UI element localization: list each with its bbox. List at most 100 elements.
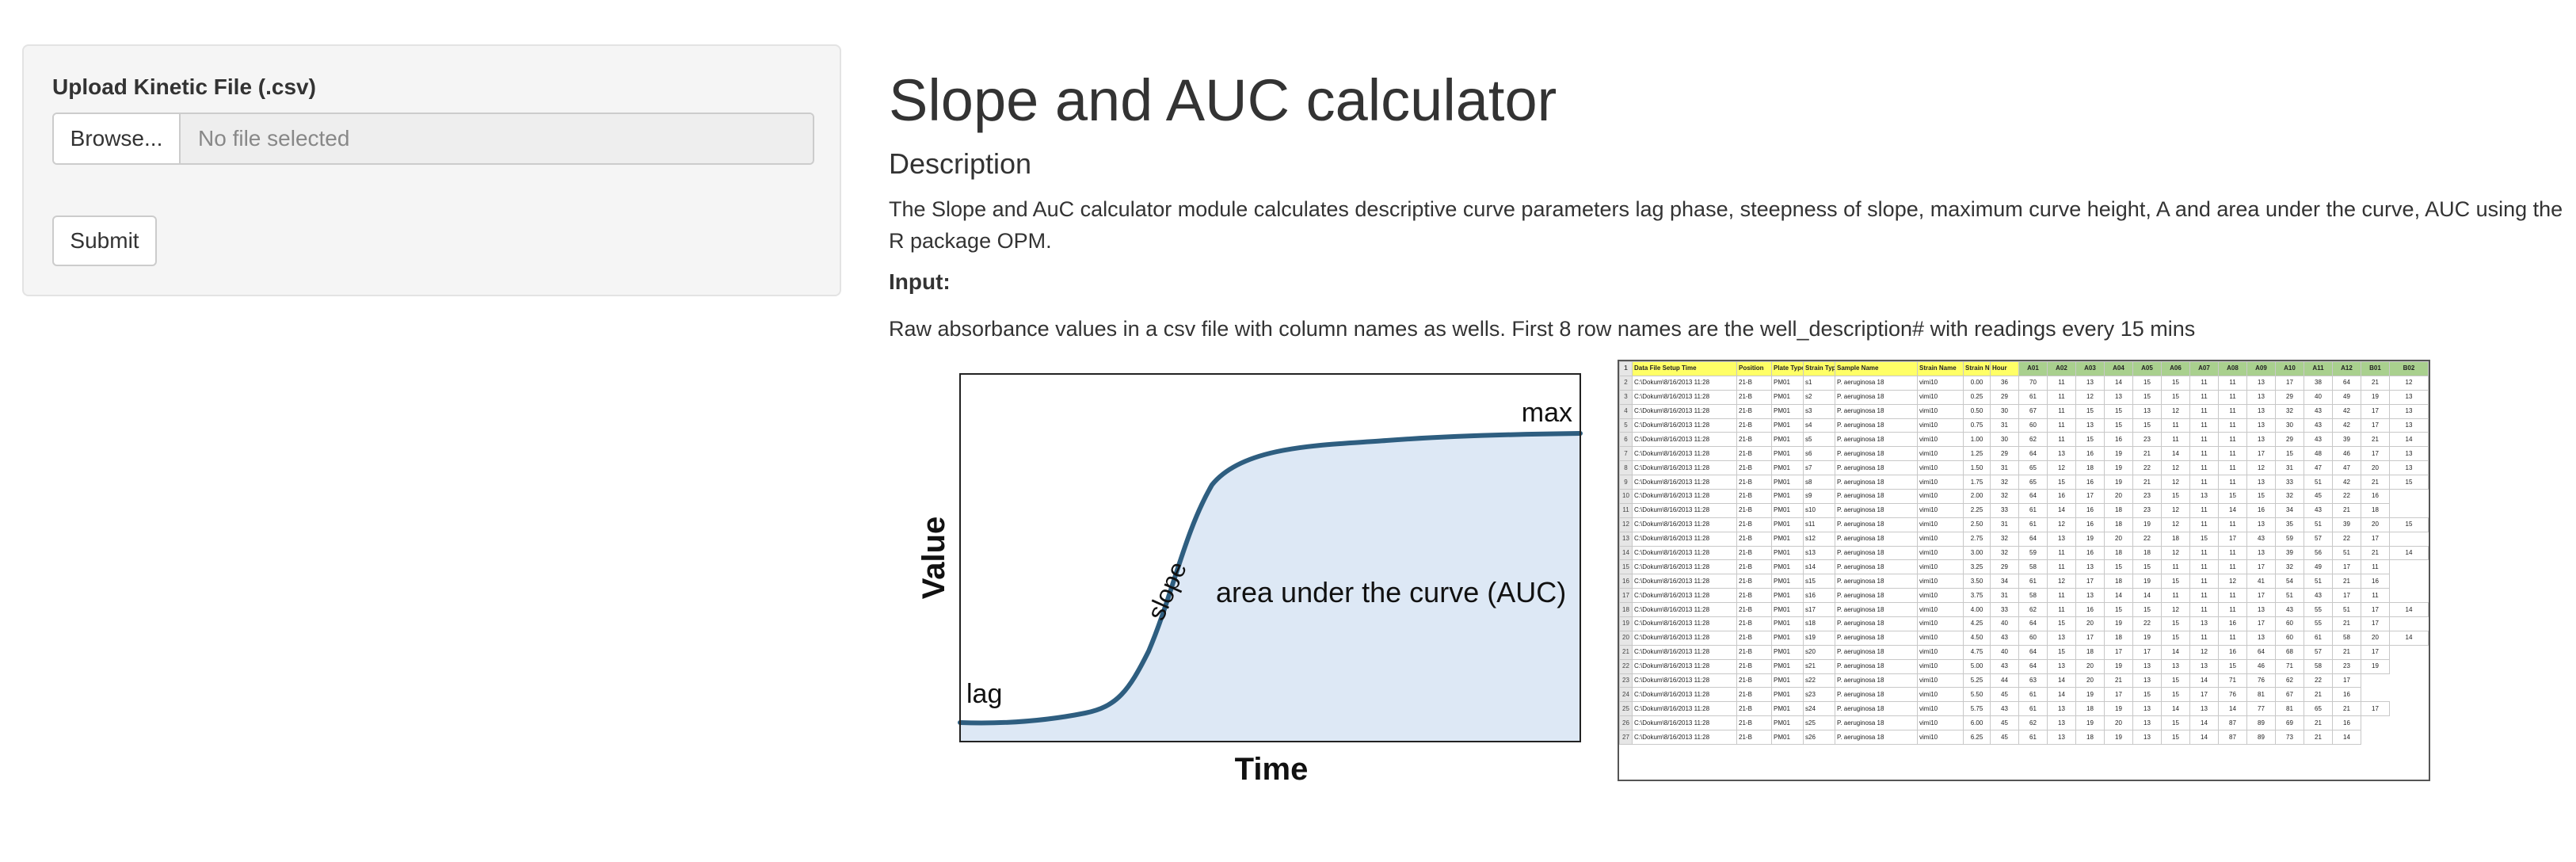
table-row: 7 C:\Dokum\8/16/2013 11:28 21-B PM01 s6 P. ae… xyxy=(1619,446,2429,462)
table-cell: 11 xyxy=(2047,403,2076,419)
table-cell: 48 xyxy=(2304,446,2333,462)
table-cell: 13 xyxy=(2047,630,2076,646)
table-cell: 16 xyxy=(2047,489,2076,504)
table-cell: 14 xyxy=(2189,730,2219,746)
table-cell: 59 xyxy=(2018,545,2048,561)
table-cell: 14 xyxy=(2161,446,2190,462)
file-upload-control[interactable]: Browse... xyxy=(52,113,814,165)
table-cell: 21 xyxy=(2332,616,2361,631)
table-cell: 15 xyxy=(2161,616,2190,631)
table-cell: P. aeruginosa 18 xyxy=(1835,403,1918,419)
table-cell: 13 xyxy=(2389,403,2429,419)
table-cell: 12 xyxy=(2161,475,2190,490)
table-cell: 15 xyxy=(2132,602,2162,618)
header-cell: A08 xyxy=(2218,361,2247,376)
table-row: 26 C:\Dokum\8/16/2013 11:28 21-B PM01 s25 P. … xyxy=(1619,715,2429,731)
header-cell: B02 xyxy=(2389,361,2429,376)
header-cell: A09 xyxy=(2246,361,2276,376)
table-cell: 2.75 xyxy=(1963,531,1991,547)
table-cell: 12 xyxy=(2047,574,2076,589)
page-title: Slope and AUC calculator xyxy=(889,67,1557,133)
table-cell: C:\Dokum\8/16/2013 11:28 xyxy=(1632,559,1737,575)
header-cell: A03 xyxy=(2075,361,2105,376)
header-cell: A11 xyxy=(2304,361,2333,376)
table-cell: s12 xyxy=(1803,531,1835,547)
table-cell: C:\Dokum\8/16/2013 11:28 xyxy=(1632,502,1737,518)
table-cell: 13 xyxy=(2047,715,2076,731)
table-cell: 4.00 xyxy=(1963,602,1991,618)
table-cell: 20 xyxy=(2075,658,2105,674)
table-cell: P. aeruginosa 18 xyxy=(1835,418,1918,433)
table-cell: C:\Dokum\8/16/2013 11:28 xyxy=(1632,715,1737,731)
table-cell: 32 xyxy=(2275,489,2304,504)
header-cell: Position xyxy=(1736,361,1772,376)
table-cell: 13 xyxy=(2104,389,2133,405)
table-cell: 15 xyxy=(2161,574,2190,589)
table-cell: C:\Dokum\8/16/2013 11:28 xyxy=(1632,375,1737,391)
table-cell: 16 xyxy=(2075,517,2105,532)
table-cell: 41 xyxy=(2246,574,2276,589)
table-cell: 67 xyxy=(2018,403,2048,419)
description-heading: Description xyxy=(889,147,1032,180)
table-cell: 31 xyxy=(2275,460,2304,476)
table-cell: 12 xyxy=(2218,574,2247,589)
table-cell: 19 xyxy=(2361,658,2390,674)
browse-button[interactable]: Browse... xyxy=(54,114,181,163)
table-cell: 54 xyxy=(2275,574,2304,589)
table-cell: 21-B xyxy=(1736,460,1772,476)
table-cell: s26 xyxy=(1803,730,1835,746)
table-cell: 12 xyxy=(2047,460,2076,476)
table-cell: 20 xyxy=(2104,715,2133,731)
table-cell: vimi10 xyxy=(1917,574,1964,589)
table-cell: 16 xyxy=(2246,502,2276,518)
table-cell: 61 xyxy=(2018,687,2048,703)
table-cell: 19 xyxy=(2104,460,2133,476)
table-cell: 6.00 xyxy=(1963,715,1991,731)
table-cell: 22 xyxy=(2132,531,2162,547)
table-cell: 15 xyxy=(2104,559,2133,575)
table-cell: 17 xyxy=(2189,687,2219,703)
table-cell: 21-B xyxy=(1736,616,1772,631)
table-cell: 11 xyxy=(2047,418,2076,433)
table-cell: 15 xyxy=(2389,517,2429,532)
table-cell: 39 xyxy=(2275,545,2304,561)
table-cell: 11 xyxy=(2218,403,2247,419)
table-cell: s25 xyxy=(1803,715,1835,731)
table-cell: 17 xyxy=(2246,559,2276,575)
table-cell: 30 xyxy=(1990,432,2019,448)
table-cell: PM01 xyxy=(1771,630,1804,646)
header-cell: A04 xyxy=(2104,361,2133,376)
table-cell: 13 xyxy=(2132,701,2162,717)
table-cell: 16 xyxy=(2218,644,2247,660)
table-cell: 13 xyxy=(2132,403,2162,419)
table-cell: 18 xyxy=(2104,574,2133,589)
table-cell: P. aeruginosa 18 xyxy=(1835,432,1918,448)
table-cell: 42 xyxy=(2332,475,2361,490)
table-cell: 21 xyxy=(2104,673,2133,688)
table-cell: C:\Dokum\8/16/2013 11:28 xyxy=(1632,545,1737,561)
table-cell: 15 xyxy=(2275,446,2304,462)
table-row: 24 C:\Dokum\8/16/2013 11:28 21-B PM01 s23 P. … xyxy=(1619,687,2429,703)
table-cell: 14 xyxy=(2332,730,2361,746)
row-number: 19 xyxy=(1619,616,1633,631)
table-cell: vimi10 xyxy=(1917,403,1964,419)
file-name-field[interactable] xyxy=(181,114,813,163)
row-number: 17 xyxy=(1619,588,1633,604)
x-axis-label: Time xyxy=(1235,752,1309,786)
table-cell: 16 xyxy=(2075,545,2105,561)
table-cell: 70 xyxy=(2018,375,2048,391)
submit-button[interactable]: Submit xyxy=(52,216,157,266)
table-cell: 2.50 xyxy=(1963,517,1991,532)
table-cell: 14 xyxy=(2389,545,2429,561)
table-cell: 11 xyxy=(2218,588,2247,604)
table-row: 19 C:\Dokum\8/16/2013 11:28 21-B PM01 s18 P. … xyxy=(1619,616,2429,631)
table-cell: 16 xyxy=(2075,446,2105,462)
table-cell: 31 xyxy=(1990,418,2019,433)
table-cell: 11 xyxy=(2189,418,2219,433)
table-cell: 21-B xyxy=(1736,701,1772,717)
table-cell: 36 xyxy=(1990,375,2019,391)
table-cell: 11 xyxy=(2189,403,2219,419)
table-cell: 15 xyxy=(2132,375,2162,391)
table-row: 17 C:\Dokum\8/16/2013 11:28 21-B PM01 s16 P. … xyxy=(1619,588,2429,604)
input-description: Raw absorbance values in a csv file with… xyxy=(889,317,2196,341)
